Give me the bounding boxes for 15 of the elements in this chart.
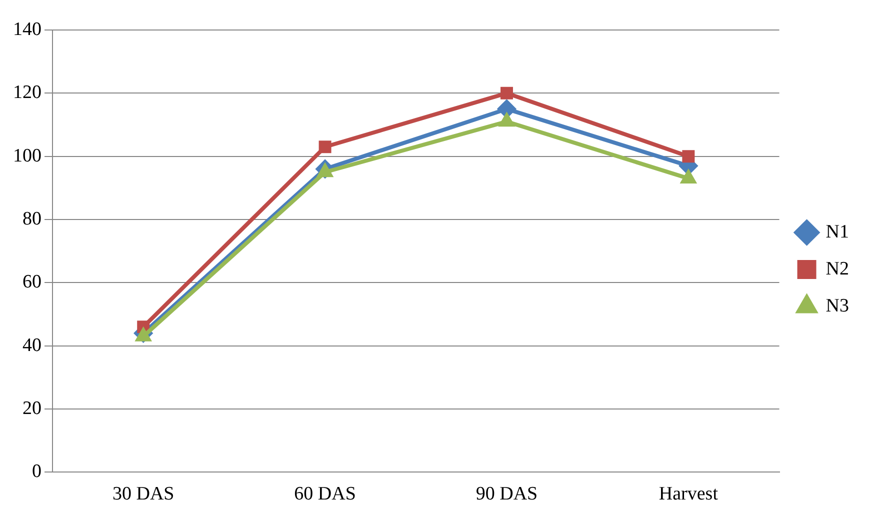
y-tick-label: 140 xyxy=(13,18,42,40)
legend-label: N1 xyxy=(826,221,850,242)
x-tick-label: 30 DAS xyxy=(112,484,174,505)
x-tick-label: Harvest xyxy=(658,484,719,505)
y-tick-label: 100 xyxy=(13,145,42,166)
x-tick-label: 60 DAS xyxy=(294,484,356,505)
y-tick-label: 20 xyxy=(22,398,42,420)
legend-label: N2 xyxy=(826,258,850,280)
y-tick-label: 40 xyxy=(22,334,42,356)
y-tick-label: 120 xyxy=(13,82,42,104)
y-tick-label: 0 xyxy=(32,461,42,482)
y-tick-label: 60 xyxy=(22,272,42,293)
x-tick-label: 90 DAS xyxy=(476,484,538,505)
y-tick-label: 80 xyxy=(22,208,42,230)
legend-label: N3 xyxy=(826,295,850,316)
